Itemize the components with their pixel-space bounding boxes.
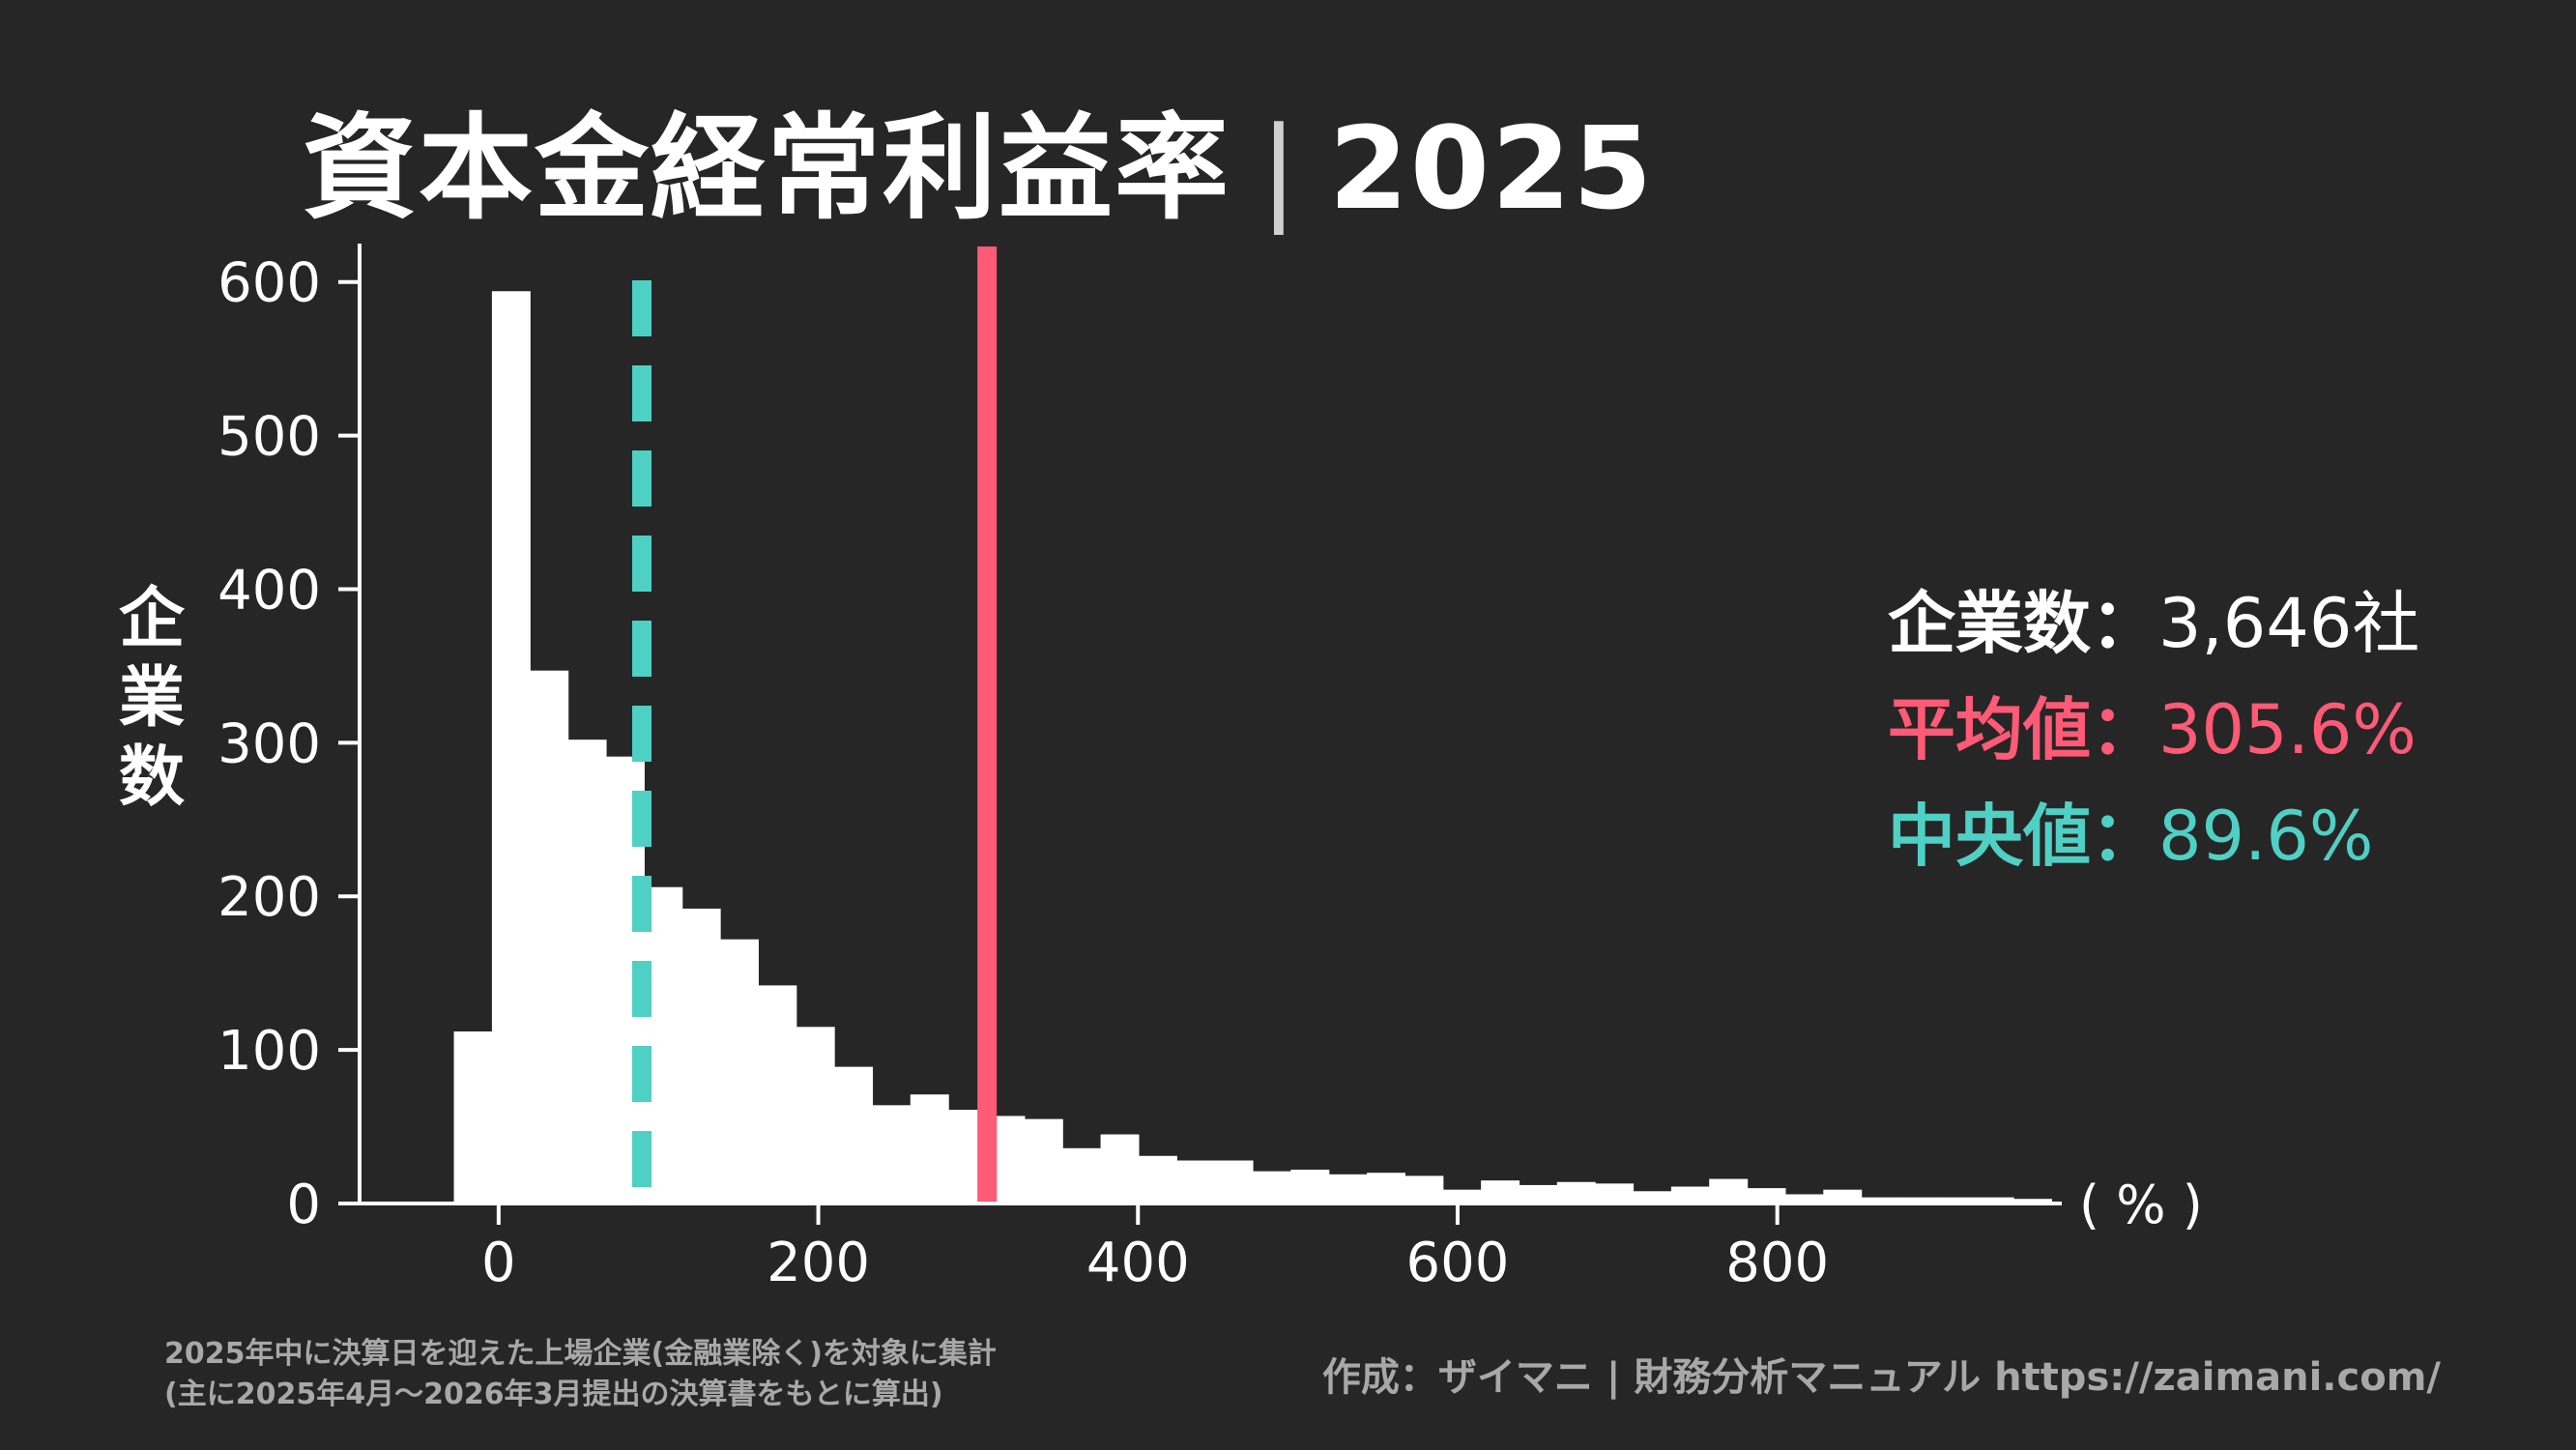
histogram-bar	[796, 1027, 835, 1204]
histogram-bar	[2013, 1199, 2053, 1204]
histogram-bar	[1595, 1183, 1635, 1204]
histogram-bar	[1747, 1188, 1786, 1204]
histogram-bar	[872, 1105, 912, 1204]
x-tick-label: 800	[1725, 1232, 1829, 1294]
stat-mean: 平均値：305.6%	[1888, 677, 2419, 783]
footnote: 2025年中に決算日を迎えた上場企業(金融業除く)を対象に集計 (主に2025年…	[164, 1334, 997, 1415]
histogram-bar	[834, 1066, 874, 1204]
histogram-bar	[1252, 1171, 1291, 1204]
histogram-bar	[1633, 1191, 1672, 1204]
histogram-bar	[1519, 1184, 1558, 1204]
histogram-bar	[758, 985, 797, 1204]
stat-median-sep: ：	[2091, 797, 2158, 876]
histogram-bar	[1670, 1186, 1710, 1204]
histogram-bar	[1100, 1134, 1140, 1204]
histogram-bar	[1899, 1197, 1938, 1204]
chart-title: 資本金経常利益率 | 2025	[303, 75, 1654, 241]
y-tick-label: 100	[217, 1020, 321, 1083]
histogram-bar	[1975, 1197, 2014, 1204]
histogram-bar	[720, 939, 759, 1204]
stats-panel: 企業数：3,646社 平均値：305.6% 中央値：89.6%	[1888, 570, 2419, 889]
title-main: 資本金経常利益率	[303, 102, 1231, 235]
x-tick-label: 600	[1406, 1232, 1510, 1294]
histogram-bar	[530, 670, 569, 1204]
stat-median-value: 89.6%	[2158, 797, 2374, 876]
histogram-bar	[453, 1031, 493, 1204]
histogram-bar	[1481, 1180, 1520, 1204]
histogram-bar	[1442, 1189, 1482, 1204]
reference-lines	[632, 246, 998, 1204]
x-tick-label: 400	[1086, 1232, 1190, 1294]
x-axis-unit-label: ( % )	[2079, 1174, 2203, 1235]
histogram-bar	[1024, 1118, 1063, 1204]
y-axis-label: 企業数	[108, 580, 195, 818]
histogram-bar	[1861, 1197, 1900, 1204]
stat-count-label: 企業数	[1888, 584, 2091, 663]
x-tick-label: 200	[767, 1232, 870, 1294]
title-year: 2025	[1328, 102, 1655, 235]
histogram-bar	[1784, 1194, 1824, 1204]
histogram-bar	[1367, 1173, 1406, 1204]
footnote-line-1: 2025年中に決算日を迎えた上場企業(金融業除く)を対象に集計	[164, 1337, 997, 1371]
stat-mean-value: 305.6%	[2158, 690, 2417, 769]
histogram-bar	[1937, 1197, 1977, 1204]
histogram-bar	[1214, 1160, 1254, 1204]
histogram-bar	[1062, 1147, 1102, 1204]
histogram-bar	[1709, 1178, 1749, 1204]
histogram-bar	[1823, 1189, 1863, 1204]
y-tick-label: 300	[217, 712, 321, 775]
histogram-bars	[453, 291, 2053, 1204]
stat-mean-sep: ：	[2091, 690, 2158, 769]
histogram-bar	[1328, 1174, 1368, 1204]
stat-median: 中央値：89.6%	[1888, 783, 2419, 889]
histogram-bar	[567, 740, 607, 1204]
stat-median-label: 中央値	[1888, 797, 2091, 876]
tick-labels: 0 100 200 300 400 500 600 0 200 400 600 800 ( % )	[217, 252, 2203, 1294]
histogram-bar	[681, 908, 721, 1204]
histogram-bar	[1290, 1170, 1330, 1204]
stat-count: 企業数：3,646社	[1888, 570, 2419, 677]
histogram-bar	[491, 291, 531, 1204]
histogram-bar	[1556, 1181, 1596, 1204]
histogram-bar	[910, 1094, 949, 1204]
y-tick-label: 200	[217, 866, 321, 929]
axes	[338, 244, 2062, 1205]
credit-text: 作成：ザイマニ | 財務分析マニュアル https://zaimani.com/	[1321, 1355, 2441, 1400]
y-tick-label: 500	[217, 406, 321, 469]
histogram-bar	[1138, 1155, 1177, 1204]
title-separator: |	[1259, 102, 1300, 235]
stat-mean-label: 平均値	[1888, 690, 2091, 769]
stat-count-sep: ：	[2091, 584, 2158, 663]
stat-count-value: 3,646社	[2158, 584, 2420, 663]
y-tick-label: 400	[217, 559, 321, 622]
x-tick-label: 0	[481, 1232, 516, 1294]
histogram-bar	[1404, 1175, 1444, 1204]
y-axis-label-text: 企業数	[118, 581, 185, 816]
histogram-bar	[1176, 1160, 1216, 1204]
y-tick-label: 600	[217, 252, 321, 315]
y-tick-label: 0	[286, 1174, 321, 1236]
footnote-line-2: (主に2025年4月〜2026年3月提出の決算書をもとに算出)	[164, 1378, 943, 1411]
